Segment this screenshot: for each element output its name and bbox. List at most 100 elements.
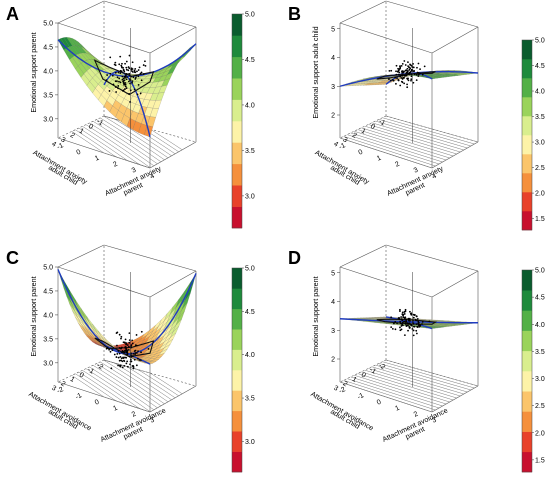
data-point	[121, 366, 124, 369]
colorbar-bin	[522, 431, 532, 453]
contour-line	[354, 374, 447, 405]
box-edge	[339, 22, 433, 54]
box-edge	[339, 359, 387, 383]
colorbar-label: 3.0	[245, 193, 255, 200]
data-point	[410, 313, 413, 316]
contour-line	[103, 115, 172, 157]
data-point	[117, 71, 120, 74]
data-point	[137, 357, 139, 360]
data-point	[123, 70, 126, 73]
data-point	[117, 356, 120, 359]
x-tick-label: 0	[376, 399, 383, 407]
y-tick-label: 0	[360, 371, 367, 379]
z-tick-label: 3.0	[43, 116, 53, 123]
data-point	[124, 338, 127, 341]
contour-line	[92, 121, 158, 165]
colorbar-bin	[232, 268, 242, 289]
data-point	[405, 325, 408, 328]
box-edge	[431, 385, 479, 413]
contour-line	[92, 365, 158, 409]
contour-line	[103, 359, 172, 401]
x-tick-label: 3	[149, 417, 156, 425]
data-point	[119, 72, 122, 75]
y-tick-label: 2	[60, 380, 67, 388]
data-hull	[94, 337, 155, 358]
raw-data-points	[105, 330, 150, 370]
data-point	[139, 72, 142, 75]
colorbar-label: 4.0	[245, 102, 255, 109]
x-tick-label: 3	[413, 167, 420, 175]
data-point	[401, 74, 404, 77]
contour-line	[96, 363, 162, 407]
contour-line	[357, 373, 450, 403]
colorbar-bin	[232, 390, 242, 412]
data-point	[124, 83, 127, 86]
y-tick-label: 1	[78, 127, 85, 135]
box-edge	[339, 266, 433, 298]
data-point	[405, 74, 408, 77]
box-edge	[57, 244, 105, 268]
y-tick-label: 2	[69, 132, 76, 140]
colorbar-bin	[522, 116, 532, 136]
data-point	[407, 70, 409, 72]
box-edge	[149, 26, 197, 54]
colorbar-bin	[522, 310, 532, 331]
data-point	[123, 83, 125, 86]
data-point	[124, 88, 126, 90]
data-point	[118, 77, 121, 80]
data-point	[122, 68, 125, 71]
data-point	[114, 80, 117, 83]
y-tick-label: 3	[50, 385, 57, 393]
data-point	[117, 85, 120, 87]
colorbar-bin	[522, 451, 532, 473]
data-point	[400, 64, 403, 67]
data-point	[105, 79, 108, 81]
data-point	[125, 66, 128, 69]
y-tick-label: 2	[351, 132, 358, 140]
contour-line	[350, 132, 443, 163]
data-point	[125, 343, 128, 346]
colorbar-frame	[521, 39, 533, 231]
data-point	[416, 66, 418, 69]
colorbar-label: 3.5	[245, 396, 255, 403]
data-point	[140, 330, 143, 333]
data-point	[399, 66, 402, 69]
y-tick-label: 0	[369, 123, 376, 131]
colorbar-label: 4.5	[245, 57, 255, 64]
data-point	[403, 334, 406, 337]
x-tick-label: 3	[131, 167, 138, 175]
data-point	[125, 72, 128, 75]
contour-line	[385, 115, 479, 143]
data-point	[128, 332, 131, 335]
data-point	[128, 54, 131, 57]
data-point	[400, 77, 403, 79]
data-point	[121, 360, 124, 363]
data-point	[421, 73, 424, 76]
data-point	[131, 80, 134, 83]
contour-line	[368, 124, 461, 153]
data-point	[139, 92, 142, 95]
box-edge	[149, 270, 197, 298]
data-point	[410, 324, 413, 326]
colorbar-label: 3.5	[245, 148, 255, 155]
colorbar: 1.5 2.0 2.5 3.0 3.5 4.0 4.5 5.0	[521, 38, 545, 231]
colorbar-label: 5.0	[245, 12, 255, 19]
data-point	[124, 349, 126, 352]
z-tick-label: 5.0	[43, 265, 53, 272]
data-point	[397, 67, 399, 70]
colorbar-bin	[232, 163, 242, 186]
data-point	[395, 82, 397, 85]
z-tick-label: 4	[331, 299, 335, 306]
contour-line	[71, 375, 151, 413]
y-tick-label: -1	[368, 367, 377, 376]
data-point	[403, 60, 406, 62]
data-point	[123, 79, 125, 82]
data-point	[401, 311, 404, 314]
data-point	[127, 66, 130, 68]
z-axis-label: Emotional support parent	[29, 276, 38, 356]
colorbar-bin	[522, 173, 532, 193]
panel-letter: A	[6, 4, 19, 24]
data-point	[415, 79, 418, 82]
